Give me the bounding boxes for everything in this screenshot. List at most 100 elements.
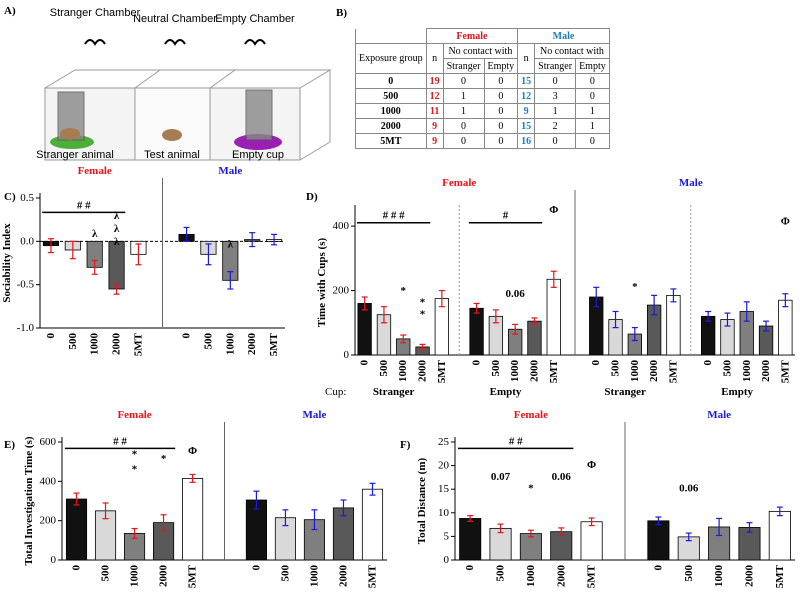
annotation: #	[503, 210, 509, 222]
section-title: Male	[679, 177, 703, 189]
x-tick-label: 1000	[89, 333, 101, 356]
y-tick-label: 400	[40, 475, 57, 487]
y-tick-label: 15	[438, 483, 450, 495]
bar-chart: D) Time with Cups (s) 0 200 400 0 500 1000 2000 5…	[306, 177, 795, 398]
annotation: *	[528, 483, 534, 495]
bar	[580, 521, 603, 561]
x-tick-label: 1000	[509, 360, 521, 383]
item-label: Empty cup	[232, 149, 284, 161]
x-tick-label: 2000	[555, 565, 567, 588]
y-tick-label: 5	[444, 530, 450, 542]
table-cell: 9	[425, 133, 444, 149]
x-tick-label: 500	[100, 565, 112, 582]
bar	[768, 510, 791, 561]
group-label: Stranger	[373, 386, 415, 398]
bar	[357, 303, 372, 356]
bar	[546, 278, 561, 356]
table-cell: 19	[425, 73, 444, 89]
y-tick-label: 0	[51, 554, 57, 566]
annotation: # #	[113, 435, 127, 447]
annotation: *	[420, 297, 426, 309]
table-cell: 0	[483, 73, 519, 89]
y-tick-label: 20	[438, 460, 450, 472]
bar	[527, 320, 542, 356]
table-cell: 1	[534, 103, 577, 119]
x-tick-label: 0	[652, 565, 664, 571]
y-tick-label: 0	[344, 349, 350, 361]
x-tick-label: 5MT	[779, 359, 791, 383]
table-cell: 1	[442, 103, 485, 119]
section-title: Male	[707, 409, 731, 421]
bar	[666, 294, 681, 356]
bar	[469, 307, 484, 356]
annotation: *	[161, 453, 167, 465]
x-tick-label: 0	[250, 565, 262, 571]
x-tick-label: 0	[590, 360, 602, 366]
table-cell: 0	[483, 118, 519, 134]
header: n	[517, 43, 536, 74]
group-label: Empty	[490, 386, 522, 398]
x-tick-label: 0	[45, 333, 57, 339]
x-tick-label: 1000	[629, 360, 641, 383]
x-tick-label: 5MT	[268, 332, 280, 356]
panel-label: E)	[4, 439, 15, 451]
table-cell: 1000	[355, 103, 427, 119]
x-tick-label: 500	[610, 360, 622, 377]
bar	[519, 533, 542, 561]
panel-label: D)	[306, 191, 318, 203]
chamber-label: Neutral Chamber	[133, 13, 217, 25]
table-cell: 0	[534, 73, 577, 89]
annotation: *	[400, 285, 406, 297]
x-tick-label: 2000	[111, 333, 123, 356]
x-tick-label: 500	[721, 360, 733, 377]
table-cell: 12	[425, 88, 444, 104]
y-tick-label: -1.0	[17, 322, 35, 334]
y-tick-label: 200	[40, 515, 57, 527]
x-group-title: Cup:	[325, 386, 346, 398]
y-axis-label: Total Investigation Time (s)	[23, 436, 35, 565]
panel-label: A)	[4, 5, 16, 17]
annotation: 0.07	[491, 471, 511, 483]
table-cell: 5MT	[355, 133, 427, 149]
x-tick-label: 5MT	[667, 359, 679, 383]
annotation: λ	[114, 210, 120, 222]
section-title: Female	[442, 177, 476, 189]
annotation: *	[420, 308, 426, 320]
y-tick-label: 200	[333, 285, 350, 297]
bar	[459, 518, 482, 561]
y-tick-label: -0.5	[17, 279, 35, 291]
x-tick-label: 0	[71, 565, 83, 571]
header: Female	[425, 28, 519, 44]
group-label: Stranger	[604, 386, 646, 398]
y-tick-label: 0.0	[20, 235, 34, 247]
x-tick-label: 2000	[648, 360, 660, 383]
x-tick-label: 1000	[224, 333, 236, 356]
x-tick-label: 5MT	[436, 359, 448, 383]
x-tick-label: 2000	[246, 333, 258, 356]
table-cell: 0	[442, 73, 485, 89]
bar	[182, 477, 204, 561]
item-label: Test animal	[144, 149, 200, 161]
annotation: Φ	[549, 204, 558, 216]
section-title: Female	[78, 165, 112, 177]
x-tick-label: 2000	[417, 360, 429, 383]
x-tick-label: 1000	[713, 565, 725, 588]
table-cell: 0	[575, 88, 610, 104]
x-tick-label: 0	[181, 333, 193, 339]
x-tick-label: 500	[279, 565, 291, 582]
x-tick-label: 1000	[397, 360, 409, 383]
table-cell: 0	[575, 73, 610, 89]
y-axis-label: Sociability Index	[1, 223, 13, 303]
table-cell: 0	[483, 88, 519, 104]
table-cell: 0	[483, 103, 519, 119]
y-axis-label: Time with Cups (s)	[316, 237, 328, 327]
x-tick-label: 0	[464, 565, 476, 571]
annotation: 0.06	[679, 483, 699, 495]
table-cell: 2	[534, 118, 577, 134]
header: No contact with	[442, 43, 519, 59]
y-tick-label: 0.5	[20, 192, 34, 204]
table-cell: 0	[483, 133, 519, 149]
x-tick-label: 1000	[525, 565, 537, 588]
